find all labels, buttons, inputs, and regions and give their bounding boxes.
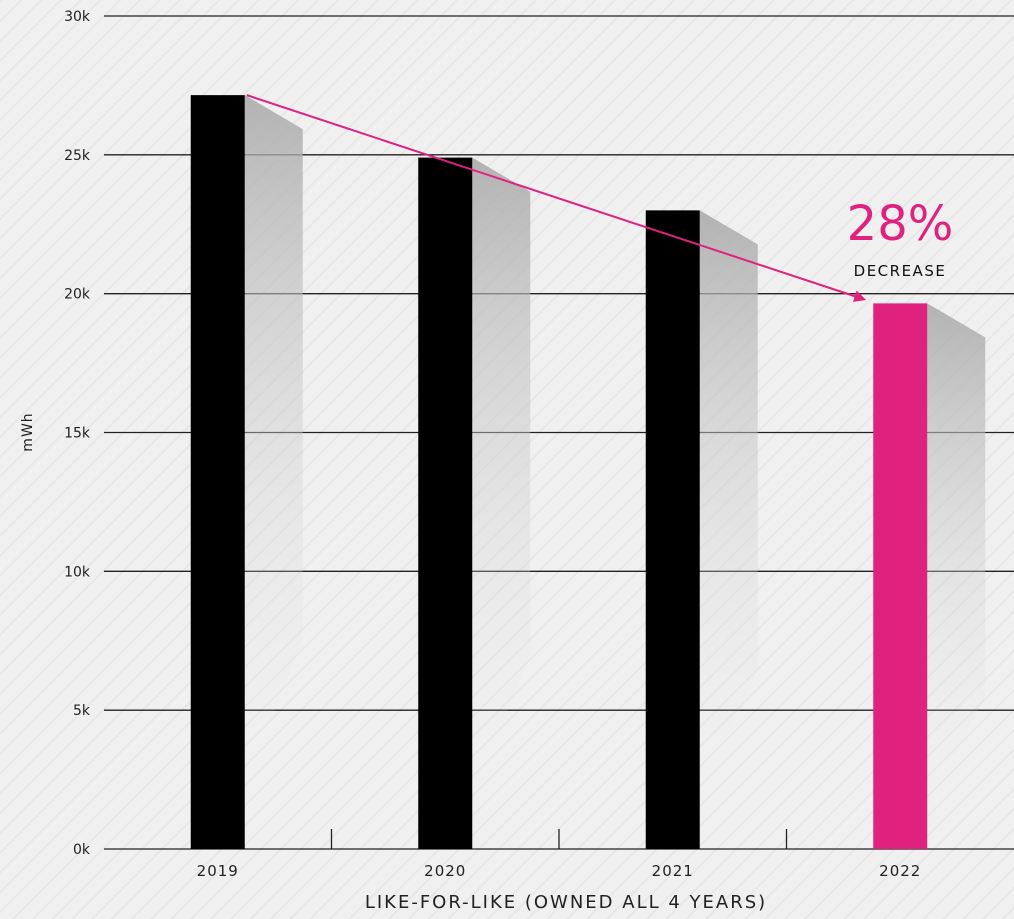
bar-2021	[645, 210, 700, 849]
bar-2022	[873, 303, 928, 849]
x-axis-label: LIKE-FOR-LIKE (OWNED ALL 4 YEARS)	[365, 892, 767, 913]
annotation-label: DECREASE	[854, 262, 947, 280]
y-tick-label: 10k	[64, 564, 91, 580]
trend-arrow	[246, 94, 867, 302]
y-tick-label: 30k	[64, 9, 91, 25]
bar-2019	[190, 95, 245, 849]
bar-shadow	[472, 157, 531, 794]
x-tick-label: 2019	[197, 862, 239, 880]
y-axis-label: mWh	[20, 412, 36, 451]
bar-shadow-layer	[244, 95, 986, 806]
x-tick-label: 2021	[652, 862, 694, 880]
bar-shadow	[244, 95, 303, 789]
bar-2020	[418, 157, 473, 850]
bar-shadow	[699, 210, 758, 798]
y-tick-label: 20k	[64, 287, 91, 303]
tick-layer: 0k 5k 10k 15k 20k 25k 30k 2019 2020 2021 2022	[64, 9, 921, 880]
y-tick-label: 25k	[64, 148, 91, 164]
y-tick-label: 15k	[64, 426, 91, 442]
bar-shadow	[927, 303, 986, 806]
x-tick-label: 2020	[424, 862, 466, 880]
x-tick-label: 2022	[879, 862, 921, 880]
trend-arrow-layer	[246, 94, 867, 302]
annotation-value: 28%	[847, 196, 954, 252]
y-tick-label: 5k	[73, 703, 91, 719]
y-tick-label: 0k	[73, 842, 91, 858]
bar-layer	[190, 95, 928, 850]
